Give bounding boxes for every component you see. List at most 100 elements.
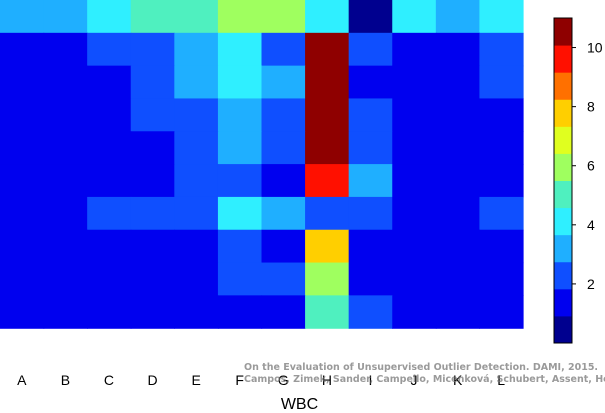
heatmap-cell xyxy=(0,0,45,34)
heatmap-cell xyxy=(217,295,263,329)
heatmap-cell xyxy=(435,229,481,264)
heatmap-cell xyxy=(0,98,45,132)
heatmap-cell xyxy=(305,196,350,231)
x-tick-label: K xyxy=(453,372,463,388)
heatmap-cell xyxy=(43,0,88,34)
heatmap-cell xyxy=(217,131,263,165)
heatmap-cell xyxy=(261,295,306,329)
heatmap-cell xyxy=(261,164,306,198)
colorbar-segment xyxy=(554,72,572,100)
heatmap-cell xyxy=(87,131,132,165)
colorbar-segment xyxy=(554,153,572,181)
heatmap-cell xyxy=(43,32,88,67)
heatmap-cell xyxy=(305,295,350,329)
heatmap-cell xyxy=(130,0,175,34)
heatmap-cell xyxy=(392,196,437,231)
heatmap-cell xyxy=(305,262,350,296)
heatmap-cell xyxy=(348,229,393,264)
x-tick-label: L xyxy=(497,372,505,388)
heatmap-cell xyxy=(87,295,132,329)
heatmap-cell xyxy=(130,98,175,132)
heatmap-cell xyxy=(479,0,524,34)
heatmap-cell xyxy=(174,98,219,132)
heatmap-cell xyxy=(43,295,88,329)
heatmap-cell xyxy=(392,164,437,198)
x-tick-label: H xyxy=(322,372,332,388)
heatmap-cell xyxy=(392,32,437,67)
heatmap-cell xyxy=(435,131,481,165)
heatmap-cell xyxy=(479,98,524,132)
heatmap-cell xyxy=(217,65,263,100)
heatmap-cell xyxy=(261,65,306,100)
heatmap-cell xyxy=(87,65,132,100)
colorbar-tick-label: 10 xyxy=(587,40,603,56)
heatmap-cell xyxy=(130,295,175,329)
heatmap-cell xyxy=(435,164,481,198)
heatmap-cell xyxy=(0,262,45,296)
heatmap-cell xyxy=(392,262,437,296)
heatmap-cell xyxy=(479,196,524,231)
heatmap-cell xyxy=(217,229,263,264)
heatmap-cell xyxy=(130,131,175,165)
colorbar-tick-label: 8 xyxy=(587,99,595,115)
heatmap-cell xyxy=(305,32,350,67)
heatmap-cell xyxy=(87,98,132,132)
heatmap-cell xyxy=(0,131,45,165)
heatmap-cell xyxy=(0,65,45,100)
colorbar: 2 4 6 8 10 xyxy=(553,17,603,344)
heatmap-cell xyxy=(305,164,350,198)
heatmap-cell xyxy=(479,32,524,67)
heatmap-cell xyxy=(87,229,132,264)
heatmap-cell xyxy=(87,0,132,34)
x-tick-label: F xyxy=(235,372,244,388)
heatmap-cell xyxy=(479,295,524,329)
x-tick-label: E xyxy=(191,372,200,388)
heatmap-cell xyxy=(174,164,219,198)
heatmap-cell xyxy=(43,196,88,231)
heatmap-cell xyxy=(174,295,219,329)
heatmap-cell xyxy=(348,262,393,296)
x-tick-label: A xyxy=(17,372,27,388)
heatmap-cell xyxy=(435,98,481,132)
heatmap-cell xyxy=(261,0,306,34)
colorbar-segment xyxy=(554,234,572,263)
x-tick-label: I xyxy=(369,372,373,388)
heatmap-cell xyxy=(174,229,219,264)
heatmap-cell xyxy=(435,32,481,67)
heatmap-cell xyxy=(217,98,263,132)
heatmap-cell xyxy=(43,164,88,198)
heatmap-cell xyxy=(392,295,437,329)
heatmap-cell xyxy=(130,229,175,264)
heatmap-cell xyxy=(0,164,45,198)
heatmap-cell xyxy=(87,196,132,231)
heatmap-cell xyxy=(261,262,306,296)
heatmap-cell xyxy=(261,229,306,264)
heatmap-cell xyxy=(305,0,350,34)
heatmap-cell xyxy=(435,0,481,34)
heatmap-cell xyxy=(392,65,437,100)
heatmap-cell xyxy=(217,0,263,34)
colorbar-segment xyxy=(554,288,572,317)
heatmap-cell xyxy=(43,65,88,100)
heatmap-cell xyxy=(174,196,219,231)
heatmap-cell xyxy=(261,98,306,132)
heatmap-cell xyxy=(348,131,393,165)
heatmap-cell xyxy=(174,131,219,165)
colorbar-tick-label: 2 xyxy=(587,276,595,292)
colorbar-segment xyxy=(554,126,572,154)
heatmap-cell xyxy=(305,65,350,100)
x-tick-label: J xyxy=(411,372,418,388)
heatmap-cell xyxy=(392,0,437,34)
heatmap-cell xyxy=(0,196,45,231)
colorbar-tick-label: 6 xyxy=(587,158,595,174)
heatmap-cell xyxy=(217,262,263,296)
heatmap-cell xyxy=(305,131,350,165)
heatmap-cell xyxy=(43,131,88,165)
colorbar-segment xyxy=(554,315,572,344)
heatmap-cell xyxy=(174,262,219,296)
colorbar-segment xyxy=(554,207,572,236)
heatmap-cell xyxy=(348,98,393,132)
heatmap-cell xyxy=(174,32,219,67)
heatmap-cell xyxy=(435,262,481,296)
